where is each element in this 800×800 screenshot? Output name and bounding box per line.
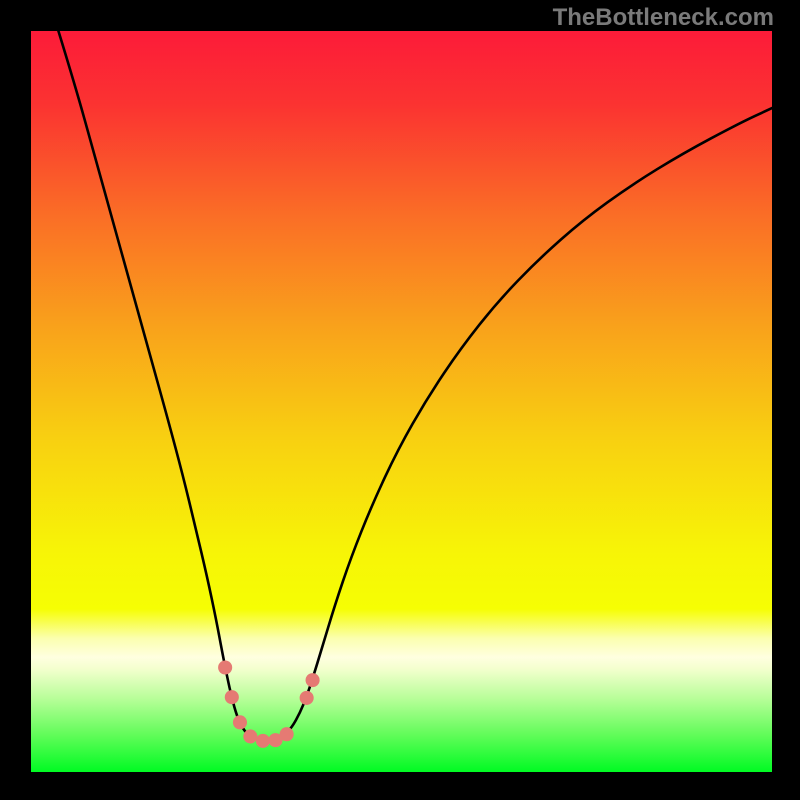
data-marker	[256, 734, 270, 748]
watermark-text: TheBottleneck.com	[553, 4, 774, 32]
plot-area	[31, 31, 772, 772]
data-marker	[280, 727, 294, 741]
data-marker	[243, 729, 257, 743]
data-marker	[225, 690, 239, 704]
data-marker	[218, 660, 232, 674]
data-marker	[233, 715, 247, 729]
gradient-background	[31, 31, 772, 772]
chart-frame: TheBottleneck.com	[0, 0, 800, 800]
bottleneck-chart	[31, 31, 772, 772]
data-marker	[300, 691, 314, 705]
data-marker	[306, 673, 320, 687]
